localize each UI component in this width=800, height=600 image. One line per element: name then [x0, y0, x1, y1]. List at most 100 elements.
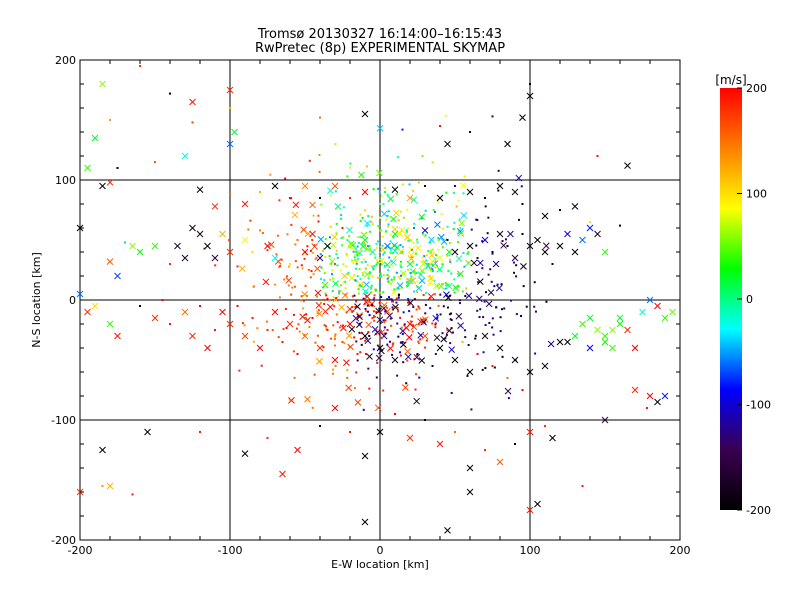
- data-point-dot: [394, 256, 397, 259]
- data-point-dot: [452, 228, 455, 231]
- data-point-dot: [453, 278, 456, 281]
- data-point-dot: [393, 276, 396, 279]
- data-point-dot: [382, 389, 385, 392]
- data-point-dot: [380, 194, 383, 197]
- data-point-dot: [445, 284, 448, 287]
- data-point-dot: [399, 210, 402, 213]
- data-point-cross: [541, 362, 549, 370]
- data-point-dot: [440, 213, 443, 216]
- data-point-dot: [334, 333, 337, 336]
- data-point-dot: [407, 284, 410, 287]
- data-point-cross: [346, 320, 354, 328]
- data-point-cross: [428, 251, 436, 259]
- data-point-dot: [589, 221, 591, 223]
- data-point-dot: [342, 324, 345, 327]
- y-tick-label: -100: [51, 414, 76, 427]
- data-point-dot: [397, 219, 400, 222]
- data-point-dot: [385, 218, 388, 221]
- data-point-dot: [431, 365, 434, 367]
- data-point-dot: [387, 223, 390, 226]
- data-point-cross: [428, 236, 435, 244]
- data-point-dot: [310, 270, 313, 273]
- x-tick-label: -100: [218, 544, 243, 557]
- data-point-dot: [349, 431, 351, 433]
- data-point-dot: [405, 382, 408, 385]
- data-point-dot: [359, 213, 362, 216]
- data-point-dot: [376, 240, 379, 243]
- data-point-dot: [370, 286, 373, 289]
- data-point-dot: [450, 272, 453, 275]
- data-point-dot: [346, 369, 349, 372]
- data-point-dot: [305, 313, 308, 316]
- data-point-dot: [309, 276, 312, 279]
- data-point-dot: [323, 247, 326, 250]
- data-point-dot: [378, 301, 381, 304]
- data-point-dot: [401, 183, 404, 186]
- data-point-dot: [444, 282, 447, 285]
- data-point-dot: [309, 249, 312, 252]
- data-point-dot: [448, 254, 451, 257]
- data-point-dot: [311, 406, 314, 409]
- data-point-dot: [279, 265, 282, 268]
- data-point-dot: [425, 339, 428, 342]
- data-point-dot: [422, 294, 425, 297]
- data-point-dot: [382, 274, 385, 277]
- data-point-dot: [449, 318, 452, 321]
- data-point-dot: [487, 273, 490, 276]
- data-point-dot: [392, 258, 395, 261]
- data-point-dot: [342, 281, 345, 284]
- data-point-dot: [305, 253, 308, 256]
- data-point-dot: [314, 257, 317, 260]
- data-point-cross: [316, 254, 324, 262]
- data-point-dot: [459, 302, 462, 305]
- data-point-cross: [314, 265, 321, 273]
- data-point-dot: [368, 272, 371, 275]
- data-point-dot: [466, 252, 469, 255]
- data-point-dot: [403, 323, 406, 326]
- data-point-dot: [447, 269, 450, 272]
- data-point-dot: [372, 188, 375, 191]
- data-point-dot: [515, 313, 518, 316]
- data-point-dot: [372, 268, 375, 271]
- data-point-cross: [345, 384, 353, 392]
- data-point-dot: [161, 299, 164, 301]
- data-point-cross: [571, 332, 579, 340]
- data-point-dot: [364, 339, 367, 342]
- data-point-dot: [360, 331, 363, 334]
- data-point-dot: [387, 269, 390, 272]
- data-point-dot: [362, 408, 365, 411]
- data-point-cross: [346, 305, 354, 313]
- data-point-dot: [484, 324, 487, 327]
- data-point-dot: [413, 298, 416, 301]
- data-point-dot: [139, 305, 141, 307]
- data-point-dot: [379, 322, 382, 325]
- x-tick-label: -200: [68, 544, 93, 557]
- data-point-dot: [445, 191, 448, 194]
- data-point-dot: [378, 291, 381, 294]
- data-point-cross: [316, 344, 324, 352]
- data-point-dot: [367, 277, 370, 280]
- data-point-cross: [407, 277, 414, 285]
- data-point-cross: [368, 300, 376, 308]
- data-point-cross: [376, 428, 384, 436]
- data-point-cross: [438, 233, 445, 241]
- data-point-dot: [381, 244, 384, 247]
- data-point-dot: [347, 271, 350, 274]
- data-point-dot: [513, 271, 516, 274]
- data-point-dot: [399, 265, 402, 268]
- data-point-dot: [559, 209, 561, 211]
- data-point-cross: [413, 353, 421, 361]
- data-point-dot: [380, 263, 383, 266]
- data-point-dot: [346, 254, 349, 257]
- data-point-dot: [375, 376, 378, 379]
- data-point-dot: [441, 263, 444, 266]
- data-point-dot: [439, 313, 442, 316]
- data-point-dot: [429, 251, 432, 254]
- colorbar-tick-label: -100: [746, 399, 771, 412]
- data-point-dot: [379, 257, 381, 259]
- data-point-dot: [345, 311, 348, 314]
- data-point-cross: [624, 326, 631, 334]
- data-point-dot: [397, 335, 400, 338]
- data-point-dot: [303, 257, 306, 260]
- data-point-dot: [304, 284, 307, 287]
